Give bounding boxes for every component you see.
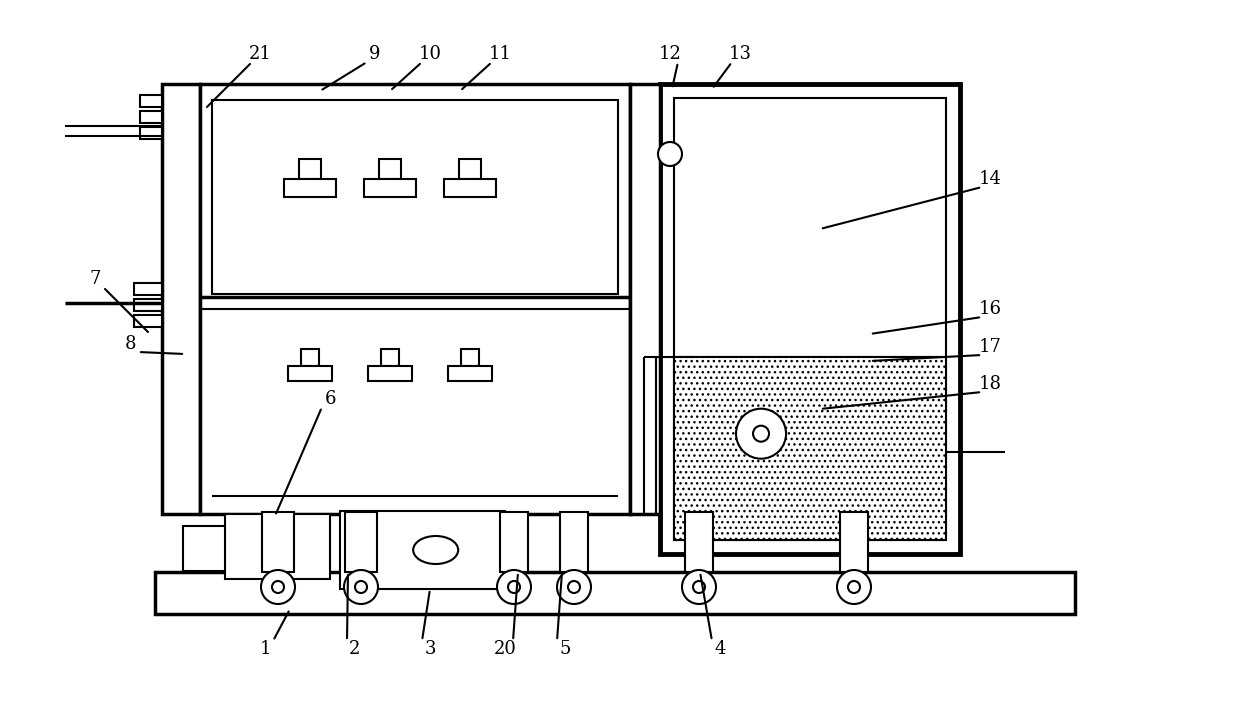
Text: 2: 2 [350, 640, 361, 658]
Bar [500, 512, 528, 572]
Text: 13: 13 [729, 45, 751, 63]
Bar [461, 349, 479, 366]
Circle shape [737, 408, 786, 459]
Circle shape [568, 581, 580, 593]
Circle shape [837, 570, 870, 604]
Bar [200, 84, 630, 514]
Bar [134, 283, 162, 295]
Text: 20: 20 [494, 640, 516, 658]
Bar [299, 159, 321, 179]
Bar [262, 512, 294, 572]
Circle shape [848, 581, 861, 593]
Circle shape [682, 570, 715, 604]
Text: 6: 6 [324, 390, 336, 408]
Bar [288, 366, 332, 381]
Bar [684, 512, 713, 572]
Bar [155, 572, 1075, 614]
Bar [675, 357, 946, 540]
Circle shape [693, 581, 706, 593]
Circle shape [272, 581, 284, 593]
Text: 4: 4 [714, 640, 725, 658]
Bar [560, 512, 588, 572]
Text: 12: 12 [658, 45, 682, 63]
Bar [301, 349, 319, 366]
Circle shape [343, 570, 378, 604]
Bar [184, 526, 224, 571]
Circle shape [753, 425, 769, 442]
Bar [224, 514, 330, 579]
Circle shape [658, 142, 682, 166]
Bar [365, 179, 415, 197]
Text: 14: 14 [978, 170, 1002, 188]
Bar [140, 127, 162, 139]
Ellipse shape [413, 536, 459, 564]
Bar [345, 512, 377, 572]
Bar [448, 366, 492, 381]
Bar [660, 84, 960, 554]
Bar [381, 349, 399, 366]
Circle shape [355, 581, 367, 593]
Circle shape [497, 570, 531, 604]
Text: 8: 8 [124, 335, 135, 353]
Bar [839, 512, 868, 572]
Bar [140, 95, 162, 107]
Bar [134, 315, 162, 327]
Text: 1: 1 [259, 640, 270, 658]
Bar [134, 299, 162, 311]
Bar [340, 511, 505, 589]
Text: 3: 3 [424, 640, 435, 658]
Bar [630, 84, 660, 514]
Text: 5: 5 [559, 640, 570, 658]
Bar [162, 84, 200, 514]
Circle shape [557, 570, 591, 604]
Bar [459, 159, 481, 179]
Bar [444, 179, 496, 197]
Bar [284, 179, 336, 197]
Text: 10: 10 [419, 45, 441, 63]
Text: 9: 9 [370, 45, 381, 63]
Text: 18: 18 [978, 375, 1002, 393]
Text: 7: 7 [89, 270, 100, 288]
Text: 21: 21 [248, 45, 272, 63]
Text: 11: 11 [489, 45, 511, 63]
Circle shape [260, 570, 295, 604]
Circle shape [508, 581, 520, 593]
Bar [140, 111, 162, 123]
Bar [212, 99, 618, 294]
Text: 17: 17 [978, 338, 1002, 356]
Bar [379, 159, 401, 179]
Bar [368, 366, 412, 381]
Text: 16: 16 [978, 300, 1002, 318]
Bar [675, 98, 946, 540]
